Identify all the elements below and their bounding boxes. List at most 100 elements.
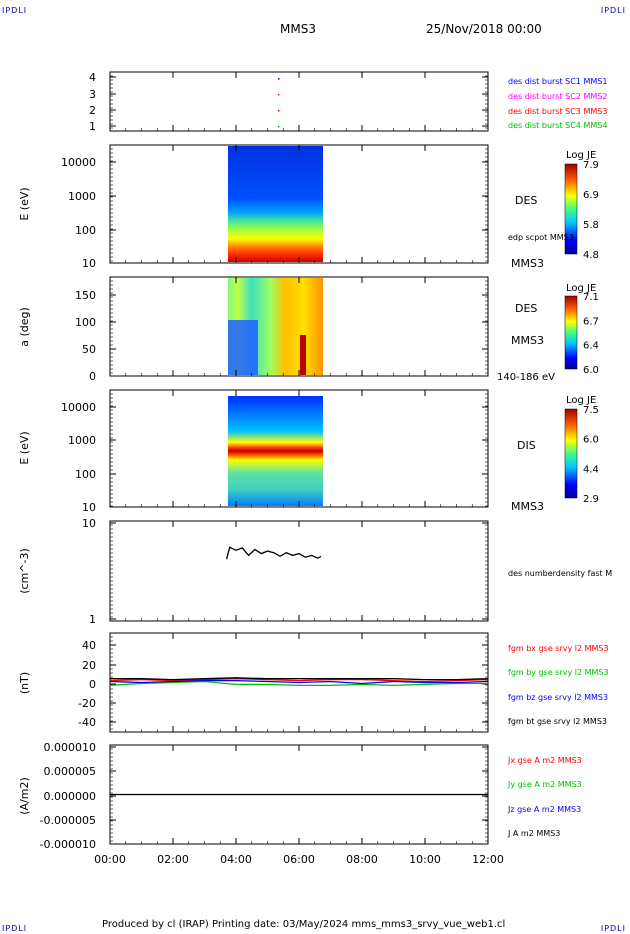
p3-ytick-label: 0 <box>89 370 96 383</box>
p4-right-label: DIS <box>517 439 536 452</box>
p2-right-label-3: MMS3 <box>511 257 544 270</box>
p4-ytick-label: 100 <box>75 468 96 481</box>
p4-ytick-label: 10000 <box>61 401 96 414</box>
p1-ytick-label: 4 <box>89 71 96 84</box>
p4-ytick-label: 1000 <box>68 434 96 447</box>
p3-right-label-3: 140-186 eV <box>497 372 555 383</box>
p6-ytick-label: -40 <box>78 716 96 729</box>
p3-colorbar-tick-label: 7.1 <box>583 292 599 303</box>
p2-ytick-label: 100 <box>75 224 96 237</box>
colorbar-dis-energy <box>564 408 578 499</box>
xtick-label: 00:00 <box>94 853 126 866</box>
p7-legend-entry: Jx gse A m2 MMS3 <box>507 756 582 765</box>
p1-burst-marker <box>278 78 280 80</box>
p6-series-bt <box>110 677 489 681</box>
p3-colorbar-tick-label: 6.0 <box>583 365 599 376</box>
p4-colorbar-tick-label: 4.4 <box>583 464 599 475</box>
p6-ytick-label: 0 <box>89 678 96 691</box>
p7-ytick-label: 0.000005 <box>44 765 97 778</box>
page-title: MMS3 <box>280 22 316 36</box>
p4-colorbar-tick-label: 7.5 <box>583 405 599 416</box>
corner-label-tl: IPDLI <box>2 6 28 15</box>
p2-colorbar-title: Log JE <box>566 150 596 161</box>
p7-ytick-label: 0.000010 <box>44 741 97 754</box>
p1-burst-marker <box>278 126 280 128</box>
xtick-label: 10:00 <box>409 853 441 866</box>
p6-legend-entry: fgm by gse srvy l2 MMS3 <box>508 668 609 677</box>
p7-ytick-label: -0.000010 <box>40 838 96 851</box>
p4-right-label-3: MMS3 <box>511 500 544 513</box>
p1-burst-marker <box>278 110 280 112</box>
xtick-label: 08:00 <box>346 853 378 866</box>
p2-ytick-label: 1000 <box>68 190 96 203</box>
p1-legend-entry: des dist burst SC2 MMS2 <box>508 92 607 101</box>
p6-ytick-label: 20 <box>82 659 96 672</box>
xtick-label: 12:00 <box>472 853 504 866</box>
p3-right-label-2: MMS3 <box>511 334 544 347</box>
p1-legend-entry: des dist burst SC4 MMS4 <box>508 121 607 130</box>
p2-ytick-label: 10000 <box>61 156 96 169</box>
p7-legend-entry: Jy gse A m2 MMS3 <box>507 780 582 789</box>
des-energy-spectrogram <box>228 146 323 262</box>
p1-ytick-label: 1 <box>89 120 96 133</box>
p1-legend-entry: des dist burst SC1 MMS1 <box>508 77 607 86</box>
p5-ylabel: (cm^-3) <box>18 548 31 594</box>
p2-colorbar-tick-label: 6.9 <box>583 190 599 201</box>
p2-colorbar-tick-label: 5.8 <box>583 220 599 231</box>
p4-ylabel: E (eV) <box>18 431 31 464</box>
p7-legend-entry: Jz gse A m2 MMS3 <box>507 805 581 814</box>
xtick-label: 04:00 <box>220 853 252 866</box>
p1-ytick-label: 3 <box>89 88 96 101</box>
pitch-angle-hot-spot <box>300 335 306 375</box>
p4-colorbar-tick-label: 6.0 <box>583 435 599 446</box>
p6-series-bx <box>109 678 489 683</box>
p5-series-line <box>225 546 322 560</box>
p6-legend-entry: fgm bz gse srvy l2 MMS3 <box>508 693 608 702</box>
p2-right-label: DES <box>515 194 537 207</box>
p3-ylabel: a (deg) <box>18 307 31 347</box>
colorbar-des-pitch <box>564 295 578 370</box>
p2-ylabel: E (eV) <box>18 187 31 220</box>
p4-colorbar-title: Log JE <box>566 395 596 406</box>
p7-ytick-label: 0.000000 <box>44 790 97 803</box>
corner-label-tr: IPDLI <box>600 6 626 15</box>
p2-colorbar-tick-label: 7.9 <box>583 160 599 171</box>
panel-1-frame <box>109 71 489 132</box>
p3-ytick-label: 100 <box>75 316 96 329</box>
page-date: 25/Nov/2018 00:00 <box>426 22 542 36</box>
p1-burst-marker <box>278 94 280 96</box>
p2-right-label-2: edp scpot MMS3 <box>508 233 574 242</box>
p4-ytick-label: 10 <box>82 501 96 514</box>
p4-colorbar-tick-label: 2.9 <box>583 494 599 505</box>
dis-energy-spectrogram <box>228 396 323 506</box>
p5-ytick-label: 1 <box>89 613 96 626</box>
p6-ytick-label: -20 <box>78 697 96 710</box>
xtick-label: 06:00 <box>283 853 315 866</box>
p1-ytick-label: 2 <box>89 104 96 117</box>
p3-colorbar-tick-label: 6.7 <box>583 316 599 327</box>
footer-credit: Produced by cl (IRAP) Printing date: 03/… <box>102 919 506 930</box>
p5-ytick-label: 10 <box>82 517 96 530</box>
p6-ytick-label: 40 <box>82 639 96 652</box>
corner-label-br: IPDLI <box>600 924 626 933</box>
p3-ytick-label: 50 <box>82 343 96 356</box>
p6-legend-entry: fgm bx gse srvy l2 MMS3 <box>508 644 609 653</box>
p3-right-label: DES <box>515 302 537 315</box>
p6-legend-entry: fgm bt gse srvy l2 MMS3 <box>508 717 607 726</box>
p3-colorbar-tick-label: 6.4 <box>583 341 599 352</box>
p5-legend-entry: des numberdensity fast M <box>508 569 612 578</box>
corner-label-bl: IPDLI <box>2 924 28 933</box>
p6-ylabel: (nT) <box>18 672 31 694</box>
pitch-angle-low-region <box>228 320 258 375</box>
p7-ylabel: (A/m2) <box>18 777 31 815</box>
panel-5-frame <box>109 520 489 622</box>
p7-legend-entry: J A m2 MMS3 <box>507 829 560 838</box>
p7-ytick-label: -0.000005 <box>40 814 96 827</box>
colorbar-des-energy <box>564 163 578 255</box>
p6-series-bz <box>109 679 489 685</box>
p3-ytick-label: 150 <box>75 289 96 302</box>
p6-series-by <box>109 680 488 687</box>
p3-colorbar-title: Log JE <box>566 283 596 294</box>
xtick-label: 02:00 <box>157 853 189 866</box>
